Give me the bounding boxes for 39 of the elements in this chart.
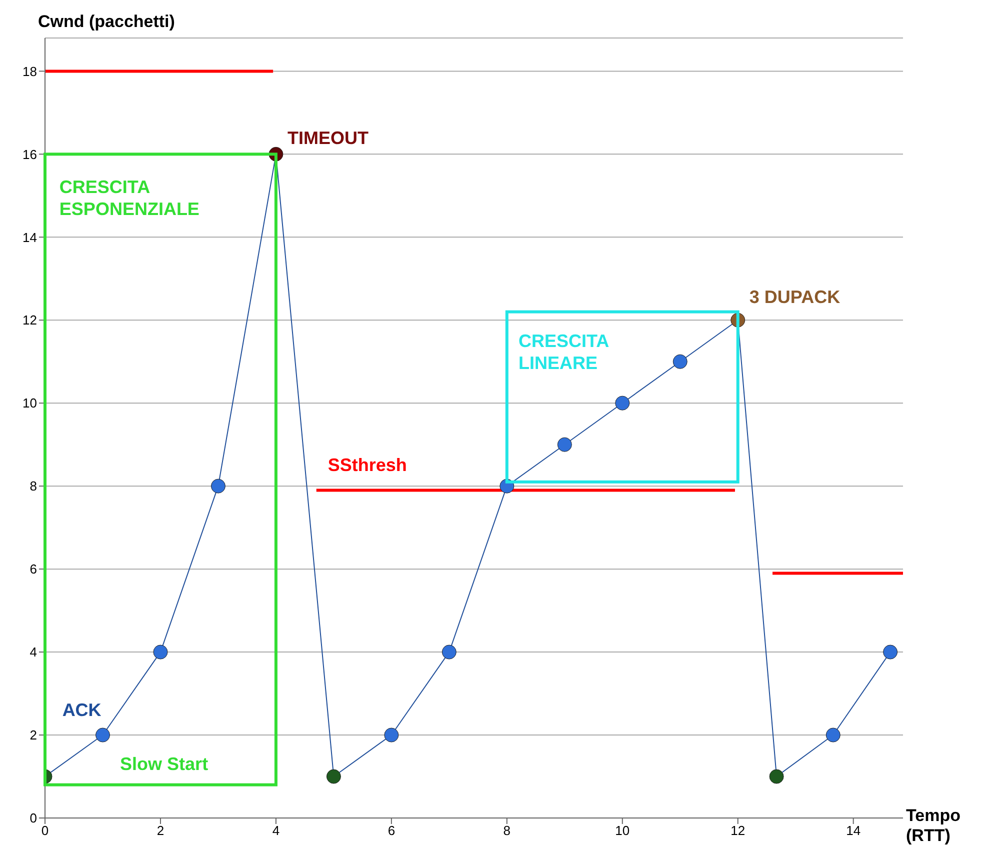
y-tick-label: 6 — [30, 562, 37, 577]
annotation: SSthresh — [328, 454, 407, 476]
y-tick-label: 14 — [22, 230, 37, 245]
point — [95, 728, 110, 742]
y-tick-label: 10 — [22, 396, 37, 411]
y-tick-label: 2 — [30, 728, 37, 743]
x-tick-label: 6 — [388, 823, 396, 838]
point — [826, 728, 840, 742]
y-tick-label: 0 — [30, 810, 37, 826]
x-tick-label: 0 — [41, 823, 49, 838]
y-axis-title: Cwnd (pacchetti) — [38, 12, 175, 32]
x-tick-label: 8 — [503, 823, 511, 838]
point — [883, 644, 898, 660]
x-tick-label: 4 — [272, 823, 280, 838]
point — [557, 437, 572, 452]
point — [442, 644, 456, 660]
y-tick-label: 18 — [22, 64, 37, 79]
point — [384, 728, 399, 742]
point — [153, 644, 168, 660]
annotation: ACK — [62, 699, 102, 722]
annotation: TIMEOUT — [288, 126, 368, 149]
annotation: CRESCITA ESPONENZIALE — [59, 176, 200, 220]
x-tick-label: 12 — [730, 823, 746, 838]
x-tick-label: 2 — [156, 823, 164, 838]
y-tick-label: 4 — [30, 644, 37, 660]
annotation: CRESCITA LINEARE — [518, 330, 610, 374]
y-tick-label: 8 — [30, 478, 37, 494]
point — [210, 478, 226, 494]
x-axis-title: Tempo (RTT) — [906, 806, 962, 846]
point — [769, 769, 784, 784]
y-tick-label: 12 — [22, 312, 37, 328]
x-tick-label: 14 — [846, 823, 861, 838]
annotation: 3 DUPACK — [749, 286, 840, 308]
annotation: Slow Start — [120, 753, 208, 776]
y-tick-label: 16 — [22, 146, 37, 162]
x-tick-label: 10 — [615, 823, 630, 838]
point — [615, 396, 630, 410]
point — [326, 769, 341, 784]
point — [672, 354, 688, 369]
